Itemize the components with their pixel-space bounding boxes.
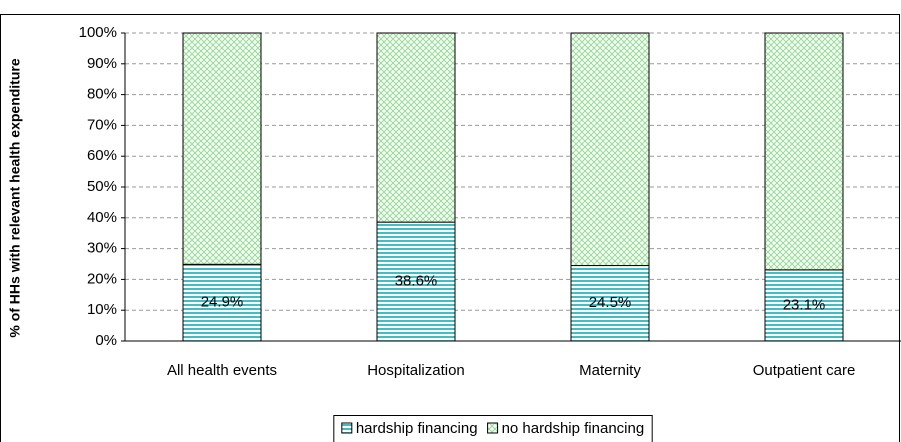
- legend-label: hardship financing: [356, 420, 478, 437]
- y-tick-label: 70%: [87, 116, 117, 133]
- legend-label: no hardship financing: [502, 420, 645, 437]
- value-label: 38.6%: [395, 273, 438, 290]
- bar-segment: [376, 32, 456, 223]
- x-tick-label: Outpatient care: [753, 362, 856, 379]
- y-tick-label: 10%: [87, 301, 117, 318]
- y-tick-label: 50%: [87, 178, 117, 195]
- value-label: 24.5%: [589, 294, 632, 311]
- bar-segment: [182, 263, 262, 342]
- x-tick-label: All health events: [167, 362, 277, 379]
- value-label: 23.1%: [783, 296, 826, 313]
- bar-segment: [570, 32, 650, 267]
- value-label: 24.9%: [201, 294, 244, 311]
- legend-item: no hardship financing: [487, 420, 645, 437]
- y-tick-label: 20%: [87, 270, 117, 287]
- legend-swatch: [341, 422, 353, 434]
- chart-frame: [0, 14, 900, 442]
- y-tick-label: 0%: [95, 332, 117, 349]
- y-tick-label: 80%: [87, 86, 117, 103]
- y-tick-label: 30%: [87, 240, 117, 257]
- y-tick-label: 90%: [87, 55, 117, 72]
- bar-segment: [764, 32, 844, 271]
- legend: hardship financing no hardship financing: [333, 415, 653, 442]
- y-tick-label: 60%: [87, 147, 117, 164]
- y-tick-label: 100%: [79, 24, 117, 41]
- legend-item: hardship financing: [341, 420, 478, 437]
- legend-swatch: [487, 422, 499, 434]
- x-tick-label: Hospitalization: [367, 362, 465, 379]
- bar-segment: [182, 32, 262, 265]
- y-tick-label: 40%: [87, 209, 117, 226]
- y-axis-label: % of HHs with relevant health expenditur…: [7, 58, 23, 337]
- x-tick-label: Maternity: [579, 362, 641, 379]
- bar-segment: [376, 221, 456, 342]
